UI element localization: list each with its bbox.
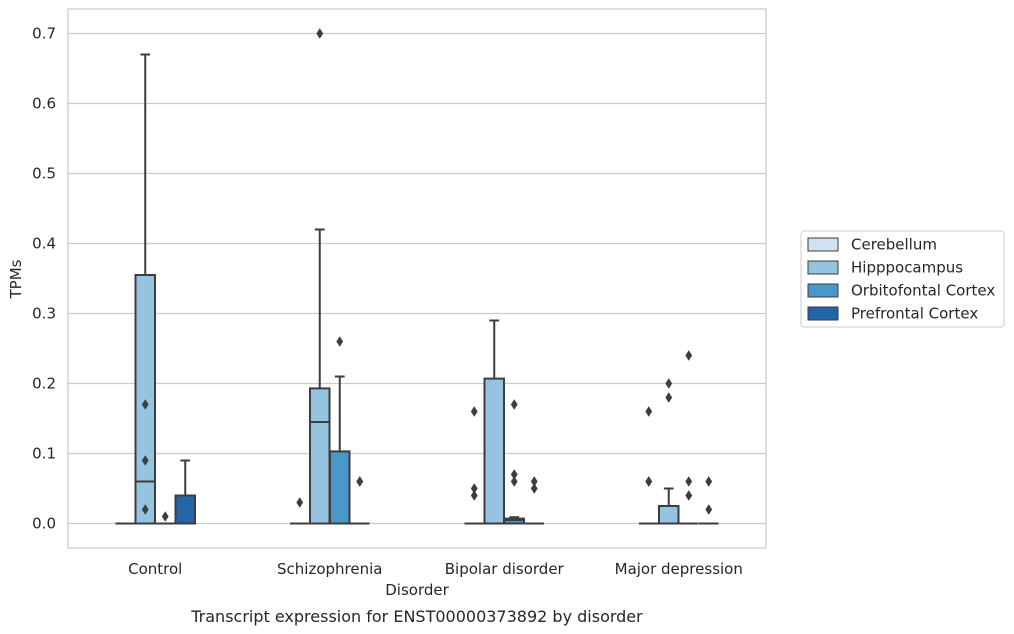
outlier-point: [665, 392, 673, 403]
box-orbitofontal-cortex-bipolar-disorder: [503, 516, 525, 525]
y-tick-label: 0.5: [32, 165, 56, 183]
legend-label-prefrontal-cortex: Prefrontal Cortex: [851, 305, 978, 323]
x-tick-label: Major depression: [615, 560, 743, 578]
y-axis-label: TPMs: [7, 259, 25, 299]
box-hipppocampus-schizophrenia: [309, 228, 331, 525]
grid: [68, 32, 766, 525]
outlier-point: [665, 378, 673, 389]
outlier-point: [141, 399, 149, 410]
outlier-point: [685, 490, 693, 501]
legend: Cerebellum Hipppocampus Orbitofontal Cor…: [800, 230, 1005, 328]
outlier-point: [530, 476, 538, 487]
chart-caption: Transcript expression for ENST0000037389…: [190, 607, 643, 626]
box-hipppocampus-bipolar-disorder: [483, 319, 505, 525]
outlier-point: [685, 476, 693, 487]
outlier-point: [141, 504, 149, 515]
y-tick-label: 0.7: [32, 25, 56, 43]
outlier-point: [705, 504, 713, 515]
x-tick-label: Schizophrenia: [277, 560, 382, 578]
outliers: [141, 28, 713, 522]
outlier-point: [470, 483, 478, 494]
box-prefrontal-cortex-control: [174, 459, 196, 525]
legend-label-hippocampus: Hipppocampus: [851, 259, 963, 277]
outlier-point: [510, 476, 518, 487]
outlier-point: [161, 511, 169, 522]
outlier-point: [141, 455, 149, 466]
box-body: [483, 377, 505, 525]
box-body: [309, 387, 331, 525]
x-axis-ticks: Control Schizophrenia Bipolar disorder Majo…: [128, 560, 743, 578]
box-body: [134, 274, 156, 525]
plot-frame: [67, 8, 767, 549]
outlier-point: [645, 476, 653, 487]
legend-swatch-orbitofrontal-cortex: [807, 283, 839, 298]
legend-swatch-hippocampus: [807, 260, 839, 275]
boxes: [115, 53, 719, 525]
outlier-point: [296, 497, 304, 508]
outlier-point: [705, 476, 713, 487]
x-tick-label: Bipolar disorder: [445, 560, 565, 578]
legend-frame: [800, 230, 1005, 328]
x-axis-label: Disorder: [385, 581, 449, 599]
y-tick-label: 0.2: [32, 375, 56, 393]
outlier-point: [316, 28, 324, 39]
y-tick-label: 0.4: [32, 235, 56, 253]
legend-label-cerebellum: Cerebellum: [851, 236, 937, 254]
outlier-point: [645, 406, 653, 417]
outlier-point: [336, 336, 344, 347]
outlier-point: [530, 483, 538, 494]
legend-label-orbitofrontal-cortex: Orbitofontal Cortex: [851, 282, 995, 300]
box-body: [503, 517, 525, 525]
box-hipppocampus-major-depression: [658, 487, 680, 525]
legend-swatch-prefrontal-cortex: [807, 306, 839, 321]
box-hipppocampus-control: [134, 53, 156, 525]
outlier-point: [356, 476, 364, 487]
y-tick-label: 0.1: [32, 445, 56, 463]
outlier-point: [470, 490, 478, 501]
outlier-point: [510, 469, 518, 480]
box-body: [658, 505, 680, 525]
box-body: [329, 450, 351, 525]
outlier-point: [510, 399, 518, 410]
y-tick-label: 0.0: [32, 515, 56, 533]
y-tick-label: 0.6: [32, 95, 56, 113]
box-orbitofontal-cortex-schizophrenia: [329, 375, 351, 525]
outlier-point: [685, 350, 693, 361]
y-tick-label: 0.3: [32, 305, 56, 323]
y-axis-ticks: 0.0 0.1 0.2 0.3 0.4 0.5 0.6 0.7: [32, 25, 56, 533]
legend-swatch-cerebellum: [807, 237, 839, 252]
outlier-point: [470, 406, 478, 417]
box-body: [174, 494, 196, 525]
x-tick-label: Control: [128, 560, 182, 578]
